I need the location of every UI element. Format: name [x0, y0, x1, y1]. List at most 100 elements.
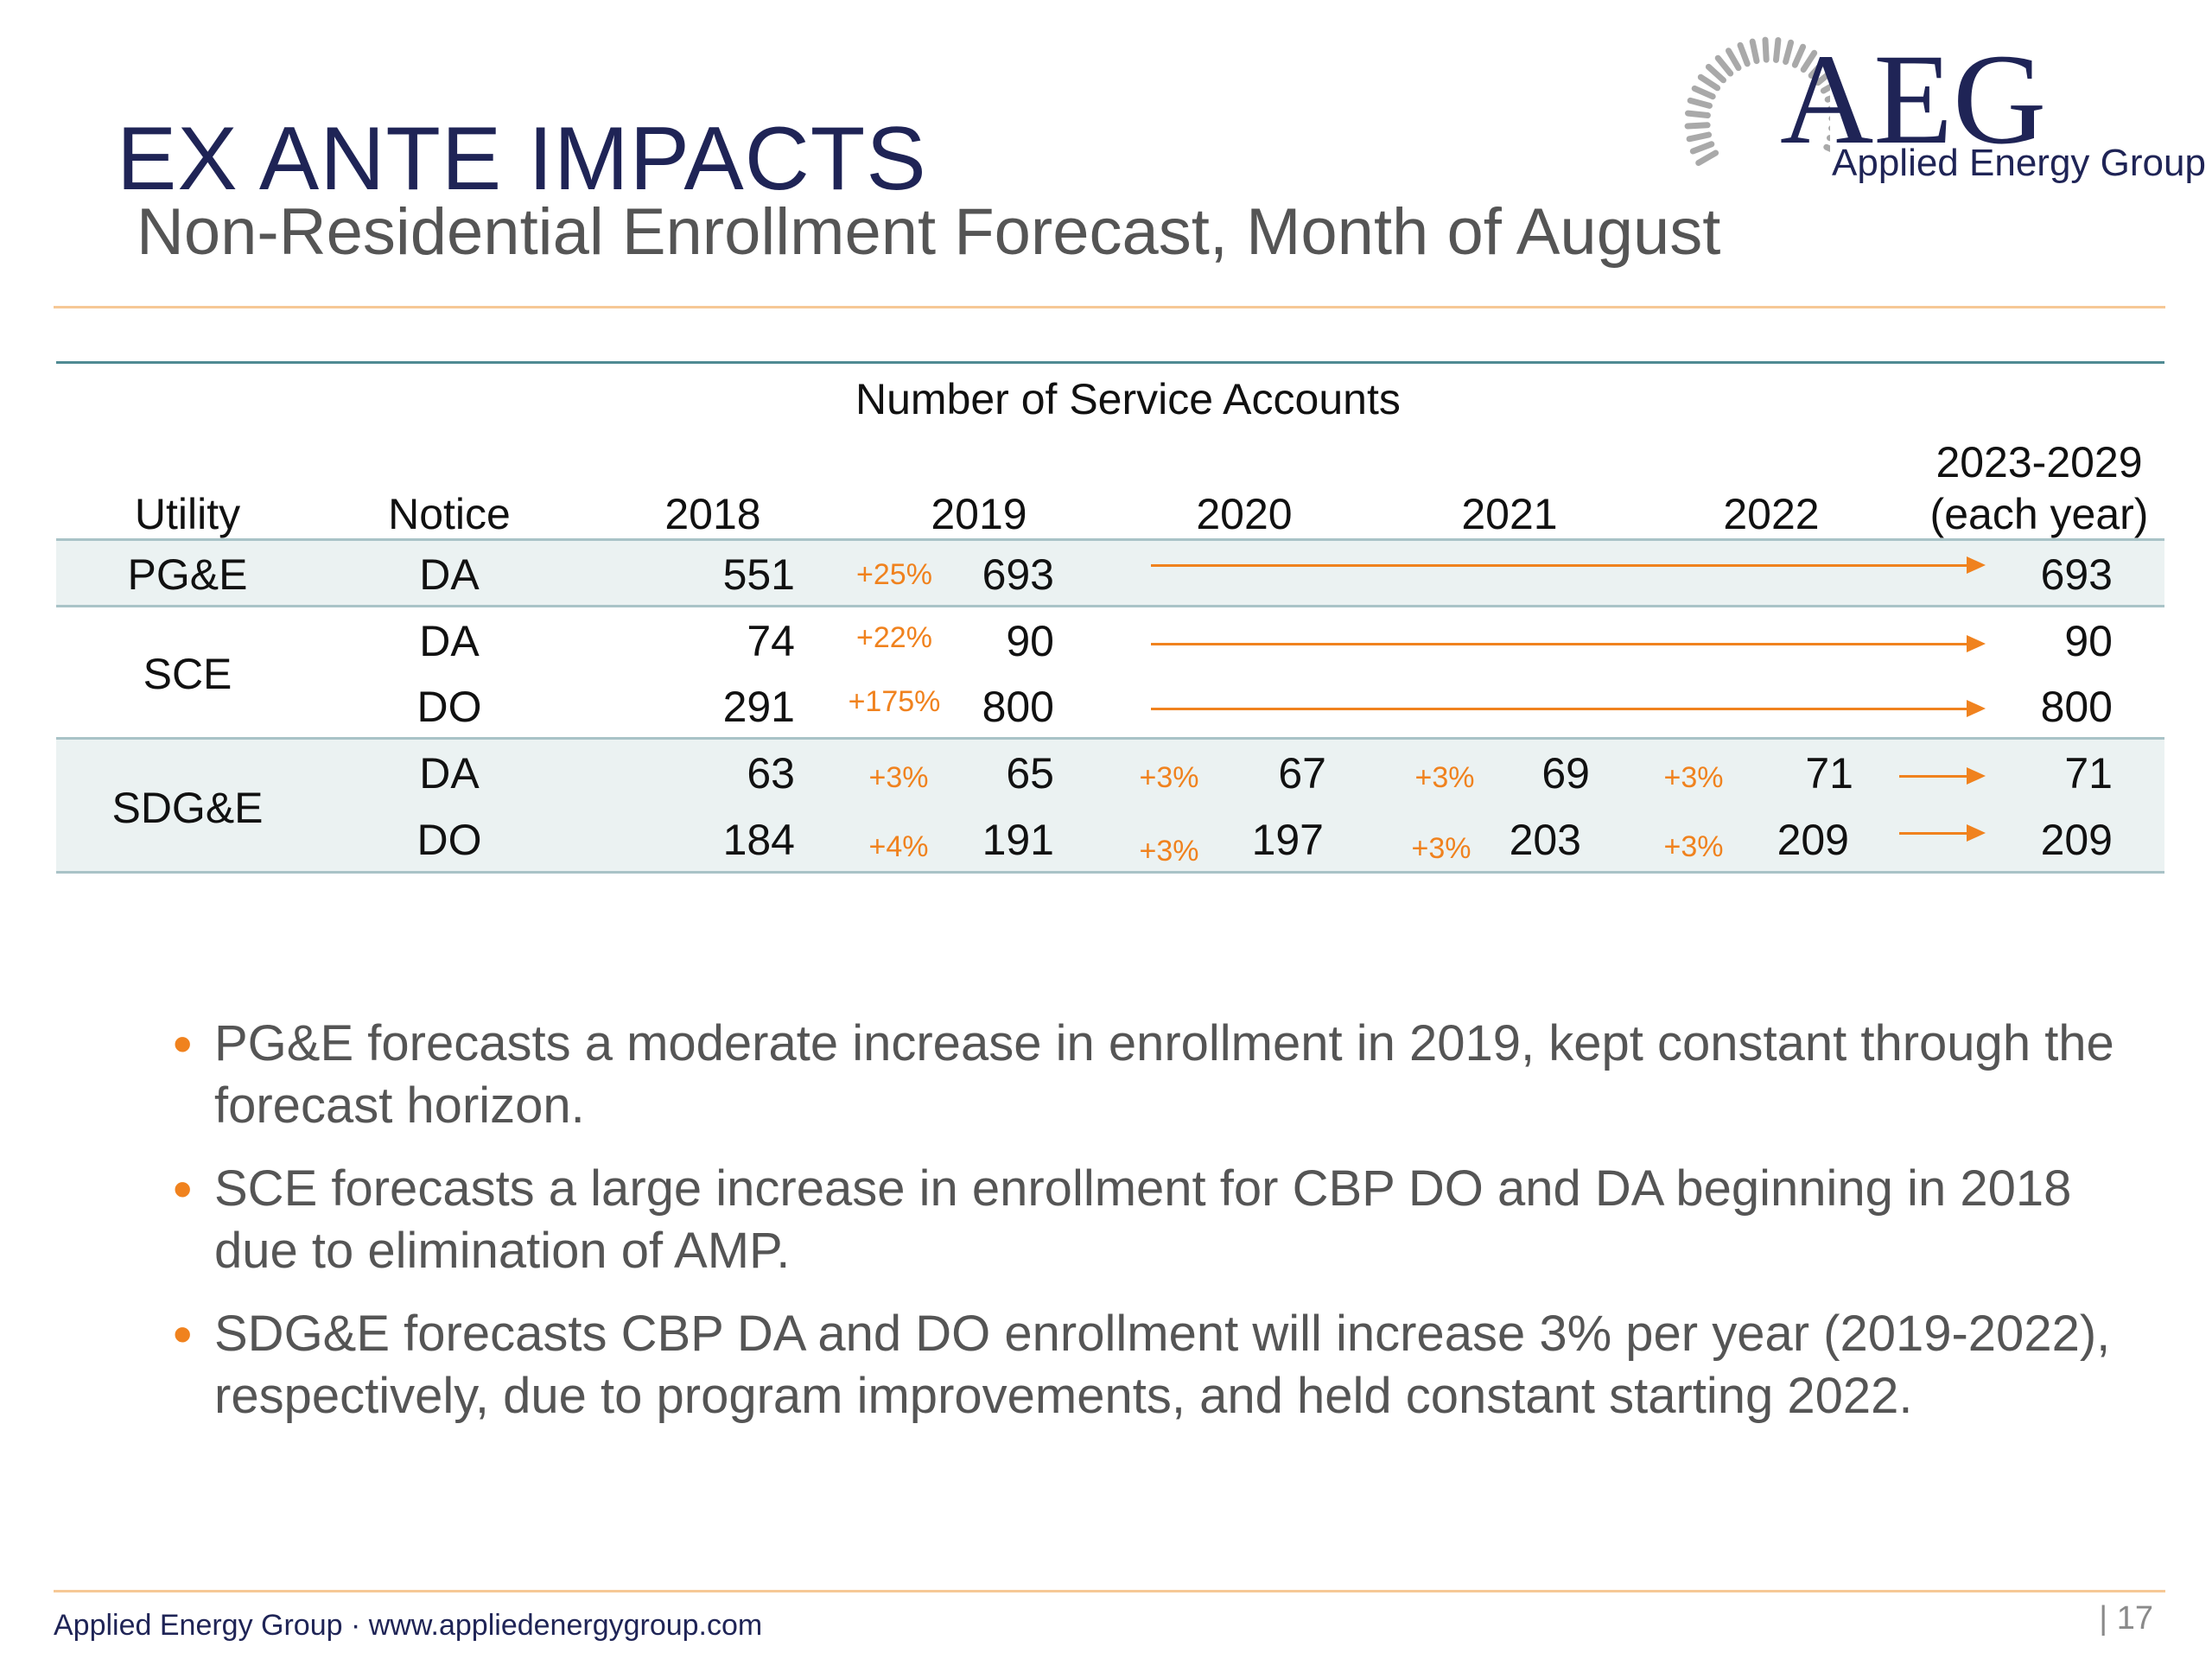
table-cell-notice: DA	[419, 550, 480, 599]
growth-2022: +3%	[1663, 761, 1724, 794]
sunburst-ray	[1800, 49, 1818, 73]
col-header-2023-line1: 2023-2029	[1936, 438, 2143, 486]
sunburst-ray	[1791, 43, 1807, 68]
growth-2022: +3%	[1663, 830, 1724, 863]
table-cell-2019: 191	[982, 816, 1054, 864]
utility-sce: SCE	[143, 650, 232, 698]
sunburst-icon	[1684, 36, 1830, 166]
table-cell-2023: 693	[2040, 550, 2113, 599]
table-top-rule	[56, 361, 2164, 364]
page-title: EX ANTE IMPACTS	[117, 109, 927, 209]
sunburst-ray	[1773, 37, 1782, 63]
sunburst-ray	[1815, 68, 1830, 86]
table-cell-2018: 184	[722, 816, 795, 864]
table-cell-2022: 71	[1805, 749, 1853, 798]
constant-arrow	[1151, 556, 1986, 574]
col-header-2021: 2021	[1461, 490, 1558, 538]
row-rule	[56, 737, 2164, 740]
constant-arrow	[1899, 767, 1986, 785]
growth-2019: +175%	[848, 685, 941, 718]
constant-arrow	[1151, 635, 1986, 652]
table-cell-notice: DO	[416, 683, 482, 731]
sunburst-ray	[1687, 97, 1713, 109]
col-header-2022: 2022	[1723, 490, 1820, 538]
sunburst-ray	[1726, 48, 1742, 72]
col-header-2023-2029: 2023-2029 (each year)	[1910, 436, 2169, 540]
table-cell-2018: 63	[747, 749, 795, 798]
footer-divider	[54, 1590, 2165, 1592]
bullet-text: SCE forecasts a large increase in enroll…	[214, 1160, 2072, 1279]
row-rule	[56, 605, 2164, 607]
sunburst-ray	[1705, 63, 1726, 84]
row-rule	[56, 538, 2164, 541]
growth-2019: +22%	[856, 621, 932, 654]
sunburst-ray	[1762, 36, 1770, 63]
table-cell-2019: 693	[982, 550, 1054, 599]
utility-sdge: SDG&E	[111, 784, 264, 832]
sunburst-ray	[1823, 143, 1830, 152]
sunburst-ray	[1695, 149, 1719, 166]
growth-2019: +4%	[868, 830, 929, 863]
sunburst-ray	[1820, 83, 1830, 94]
col-header-notice: Notice	[388, 490, 511, 538]
table-cell-2023: 71	[2064, 749, 2113, 798]
row-rule	[56, 871, 2164, 874]
sunburst-ray	[1685, 110, 1711, 118]
table-cell-notice: DA	[419, 617, 480, 665]
table-cell-notice: DO	[416, 816, 482, 864]
logo-letters: AEG	[1780, 28, 2047, 171]
col-header-2019: 2019	[931, 490, 1027, 538]
table-cell-2020: 67	[1278, 749, 1326, 798]
bullet-dot: •	[173, 1013, 193, 1075]
col-header-utility: Utility	[134, 490, 241, 538]
company-logo: AEG Applied Energy Group	[1666, 31, 2212, 213]
footer-text: Applied Energy Group · www.appliedenergy…	[54, 1609, 763, 1642]
page-number: | 17	[2099, 1600, 2153, 1637]
growth-2019: +3%	[868, 761, 929, 794]
col-header-2018: 2018	[664, 490, 761, 538]
growth-2019: +25%	[856, 558, 932, 591]
constant-arrow	[1899, 824, 1986, 842]
logo-company-name: Applied Energy Group	[1832, 142, 2206, 184]
table-cell-2023: 90	[2064, 617, 2113, 665]
sunburst-ray	[1697, 73, 1721, 92]
table-cell-2021: 69	[1541, 749, 1590, 798]
row-band-pge	[56, 540, 2164, 607]
table-cell-2018: 551	[722, 550, 795, 599]
bullet-dot: •	[173, 1158, 193, 1220]
growth-2021: +3%	[1414, 761, 1475, 794]
page-subtitle: Non-Residential Enrollment Forecast, Mon…	[137, 195, 1721, 269]
sunburst-ray	[1684, 122, 1711, 130]
table-cell-2018: 74	[747, 617, 795, 665]
sunburst-ray	[1714, 54, 1734, 77]
table-cell-2019: 65	[1006, 749, 1054, 798]
table-cell-2019: 800	[982, 683, 1054, 731]
table-cell-2018: 291	[722, 683, 795, 731]
growth-2020: +3%	[1139, 761, 1199, 794]
col-header-2020: 2020	[1196, 490, 1293, 538]
growth-2021: +3%	[1411, 832, 1471, 865]
bullet-text: SDG&E forecasts CBP DA and DO enrollment…	[214, 1306, 2111, 1424]
col-header-2023-line2: (each year)	[1929, 490, 2149, 538]
sunburst-ray	[1737, 41, 1751, 67]
growth-2020: +3%	[1139, 835, 1199, 868]
table-cell-2019: 90	[1006, 617, 1054, 665]
constant-arrow	[1151, 700, 1986, 717]
bullet-text: PG&E forecasts a moderate increase in en…	[214, 1015, 2114, 1134]
table-cell-notice: DA	[419, 749, 480, 798]
table-cell-2023: 800	[2040, 683, 2113, 731]
bullet-dot: •	[173, 1303, 193, 1365]
sunburst-ray	[1686, 131, 1713, 143]
header-divider	[54, 306, 2165, 308]
utility-pge: PG&E	[127, 550, 248, 599]
sunburst-ray	[1749, 38, 1760, 65]
sunburst-ray	[1689, 141, 1715, 155]
sunburst-ray	[1691, 85, 1716, 100]
row-band-sdge	[56, 739, 2164, 873]
table-cell-2022: 209	[1777, 816, 1849, 864]
table-cell-2023: 209	[2040, 816, 2113, 864]
table-cell-2020: 197	[1251, 816, 1324, 864]
table-cell-2021: 203	[1509, 816, 1581, 864]
sunburst-ray	[1783, 39, 1795, 65]
sunburst-ray	[1808, 57, 1828, 79]
